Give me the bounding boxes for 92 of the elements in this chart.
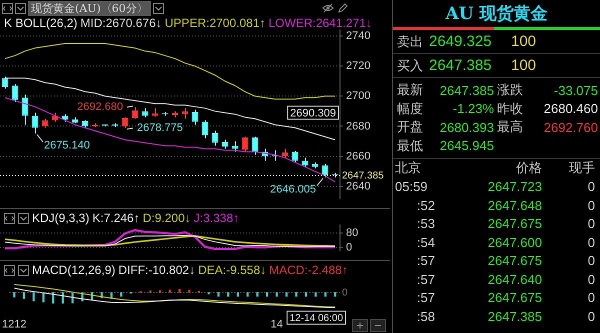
text: 昨收 [497,100,524,118]
chart-title: 现货黄金(AU)〈60分〉 [28,0,151,16]
text: 2647.600 [486,234,542,250]
text: 价格 [515,159,542,178]
text: :57 [416,290,435,306]
text: 2647.385 [438,82,494,98]
text: 0 [586,216,595,232]
text: 2647.723 [486,179,542,194]
text: 2649.325 [429,33,493,50]
text: 2647.675 [486,290,542,306]
candlestick [142,108,148,118]
text: 北京 [395,159,422,178]
candlestick [202,120,208,139]
candlestick [32,112,38,134]
y-tick-label: 2720 [346,60,370,72]
y-tick-label: 2660 [346,150,370,162]
text: 0 [586,198,595,213]
text: 0 [586,272,595,287]
candlestick [22,94,28,126]
annotation: 2678.775 [137,122,183,134]
y-tick-label: 80 [346,227,358,240]
candlestick [42,118,48,128]
text: 最新 [397,81,424,100]
candlestick [182,108,188,120]
text: 2647.640 [486,272,542,287]
series-label: MACD:-2.488↑ [269,263,348,277]
text: UPPER:2700.081↑ [164,16,266,30]
text: 最高 [497,118,524,136]
chart-title: KDJ(9,3,3) [32,211,90,225]
ref-line-label: 2647.385 [342,170,384,182]
chart-subtitle: K BOLL(26,2) [4,16,78,30]
text: 开盘 [397,118,424,136]
series-label: DEA:-9.558↓ [198,263,266,277]
candlestick [302,157,308,168]
text: 卖出 [397,32,424,50]
text: 0 [586,290,595,306]
annotation: 2690.309 [290,107,336,120]
annotation: 2675.140 [44,140,90,152]
text: -33.075 [552,82,598,98]
candlestick [12,84,18,103]
y-tick-label: 0 [346,242,352,254]
text: 0 [586,234,595,250]
x-tick-label: 14 [270,318,283,330]
text: 2692.760 [542,120,598,135]
text: 2647.385 [429,57,493,74]
text: 2680.460 [542,101,598,116]
candlestick [232,140,238,152]
text: 幅度 [397,100,424,118]
text: -1.23% [452,101,494,116]
text: :57 [416,272,435,287]
text: :54 [416,234,435,250]
text: 12-14 06:00 [290,313,344,324]
text: :52 [416,198,435,213]
chart-title: MACD(12,26,9) [32,263,116,277]
y-tick-label: 2740 [346,30,370,42]
text: 2680.393 [438,120,494,135]
text: MID:2670.676↓ [80,16,162,30]
y-tick-label: 2640 [346,180,370,192]
text: 0 [586,179,595,194]
annotation: 2646.005 [270,183,316,196]
candlestick [252,136,258,156]
text: 2647.675 [486,253,542,268]
text: 0 [586,253,595,268]
text: 100 [511,33,538,50]
text: LOWER:2641.271↓ [268,16,372,30]
x-tick-label: 1212 [2,318,26,330]
candlestick [222,139,228,150]
annotation: 2692.680 [77,101,123,114]
y-tick-label: 2700 [346,90,370,102]
text: 买入 [397,56,424,74]
series-label: DIFF:-10.802↓ [118,263,196,277]
series-label: D:9.200↓ [142,211,191,225]
text: 最低 [397,136,424,155]
candlestick [52,112,58,122]
text: AU 现货黄金 [446,3,548,25]
series-label: J:3.338↑ [194,211,240,225]
text: :57 [416,253,435,268]
text: 2647.385 [486,308,542,324]
candlestick [282,148,288,158]
text: 2647.648 [486,198,542,213]
candlestick [242,136,248,152]
text: 2645.945 [438,138,494,154]
text: 2647.675 [486,216,542,232]
series-label: K:7.246↑ [92,211,140,225]
text: :58 [416,308,435,324]
text: 涨跌 [497,81,524,100]
y-tick-label: 2680 [346,120,370,132]
text: :53 [416,216,435,232]
text: 05:59 [395,179,429,194]
text: 0 [586,308,595,324]
text: 100 [511,57,538,74]
text: 现手 [568,159,595,178]
